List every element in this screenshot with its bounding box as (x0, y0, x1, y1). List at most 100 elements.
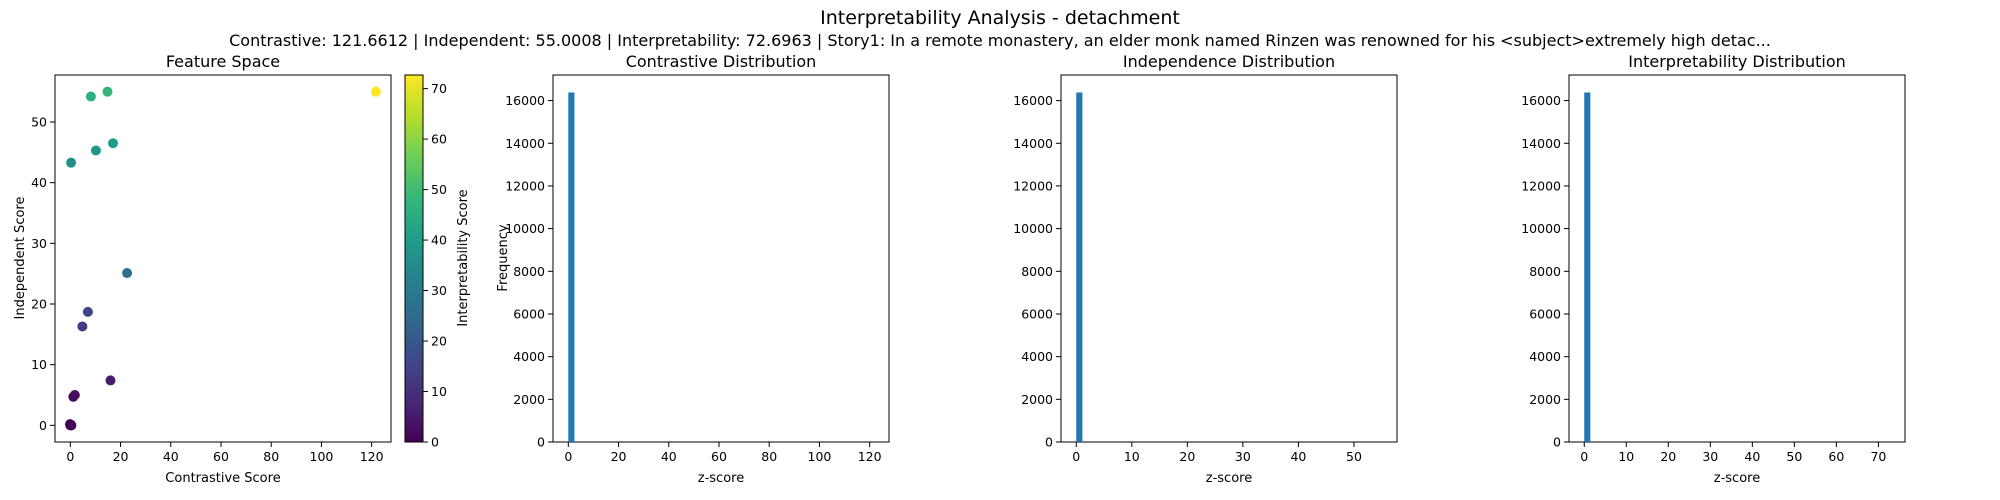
x-tick-label: 0 (66, 449, 74, 464)
x-tick-label: 20 (1179, 449, 1195, 464)
y-tick-label: 0 (1553, 435, 1561, 450)
x-tick-label: 60 (711, 449, 727, 464)
y-tick-label: 10000 (505, 221, 545, 236)
y-tick-label: 2000 (1021, 392, 1053, 407)
feature-space-y-ticks: 0 10 20 30 40 50 (31, 115, 55, 433)
y-tick-label: 6000 (513, 306, 545, 321)
y-tick-label: 16000 (505, 93, 545, 108)
colorbar-tick-label: 50 (431, 182, 447, 197)
y-tick-label: 4000 (1529, 349, 1561, 364)
y-tick-label: 40 (31, 175, 47, 190)
scatter-point (66, 157, 77, 168)
x-tick-label: 40 (1290, 449, 1306, 464)
y-tick-label: 16000 (1013, 93, 1053, 108)
y-tick-label: 16000 (1521, 93, 1561, 108)
x-tick-label: 20 (611, 449, 627, 464)
y-tick-label: 2000 (513, 392, 545, 407)
colorbar-tick-label: 30 (431, 283, 447, 298)
x-tick-label: 80 (263, 449, 279, 464)
x-tick-label: 40 (163, 449, 179, 464)
scatter-point (68, 391, 79, 402)
histogram-bar (568, 92, 575, 442)
y-tick-label: 0 (39, 418, 47, 433)
interpretability-axes-frame (1568, 74, 1906, 443)
x-tick-label: 50 (1786, 449, 1802, 464)
y-tick-label: 12000 (505, 178, 545, 193)
feature-space-x-ticks: 0 20 40 60 80 100 120 (66, 442, 384, 464)
y-tick-label: 8000 (1021, 264, 1053, 279)
y-tick-label: 6000 (1529, 306, 1561, 321)
feature-space-xlabel: Contrastive Score (165, 471, 280, 486)
x-tick-label: 70 (1870, 449, 1886, 464)
independence-xlabel: z-score (1206, 471, 1252, 486)
figure-subtitle: Contrastive: 121.6612 | Independent: 55.… (229, 31, 1771, 50)
interpretability-histogram-bars (1584, 92, 1591, 442)
scatter-point (85, 91, 96, 102)
contrastive-xlabel: z-score (698, 471, 744, 486)
scatter-point (122, 268, 133, 279)
independence-distribution-title: Independence Distribution (1123, 52, 1335, 71)
y-tick-label: 14000 (1521, 136, 1561, 151)
y-tick-label: 8000 (1529, 264, 1561, 279)
colorbar-label: Interpretability Score (456, 189, 471, 326)
x-tick-label: 0 (1580, 449, 1588, 464)
y-tick-label: 0 (1045, 435, 1053, 450)
y-tick-label: 4000 (513, 349, 545, 364)
y-tick-label: 12000 (1013, 178, 1053, 193)
colorbar-tick-label: 20 (431, 334, 447, 349)
x-tick-label: 60 (213, 449, 229, 464)
y-tick-label: 10000 (1013, 221, 1053, 236)
histogram-bar (1584, 92, 1591, 442)
y-tick-label: 20 (31, 296, 47, 311)
independence-distribution-panel: Independence Distribution 0 10 20 30 40 50 0 2… (1013, 52, 1398, 486)
contrastive-distribution-panel: Contrastive Distribution 0 20 40 60 80 100 120… (496, 52, 890, 486)
y-tick-label: 14000 (1013, 136, 1053, 151)
x-tick-label: 20 (1660, 449, 1676, 464)
y-tick-label: 30 (31, 236, 47, 251)
y-tick-label: 4000 (1021, 349, 1053, 364)
feature-space-title: Feature Space (166, 52, 280, 71)
x-tick-label: 0 (564, 449, 572, 464)
y-tick-label: 8000 (513, 264, 545, 279)
contrastive-ylabel: Frequency (496, 224, 511, 291)
y-tick-label: 10000 (1521, 221, 1561, 236)
x-tick-label: 60 (1828, 449, 1844, 464)
independence-x-ticks: 0 10 20 30 40 50 (1072, 442, 1362, 464)
histogram-bar (1076, 92, 1083, 442)
feature-space-points (65, 86, 381, 431)
x-tick-label: 30 (1235, 449, 1251, 464)
contrastive-axes-frame (552, 74, 890, 443)
x-tick-label: 50 (1346, 449, 1362, 464)
feature-space-axes-frame (54, 74, 392, 443)
colorbar-ticks: 0 10 20 30 40 50 60 70 (423, 81, 447, 450)
y-tick-label: 0 (537, 435, 545, 450)
x-tick-label: 120 (360, 449, 384, 464)
contrastive-histogram-bars (568, 92, 575, 442)
x-tick-label: 30 (1702, 449, 1718, 464)
x-tick-label: 20 (113, 449, 129, 464)
contrastive-x-ticks: 0 20 40 60 80 100 120 (564, 442, 882, 464)
independence-axes-frame (1060, 74, 1398, 443)
interpretability-distribution-panel: Interpretability Distribution 0 10 20 30 40 5… (1521, 52, 1906, 486)
x-tick-label: 80 (761, 449, 777, 464)
scatter-point (102, 86, 113, 97)
colorbar-tick-label: 70 (431, 81, 447, 96)
colorbar-gradient (404, 74, 424, 443)
x-tick-label: 100 (310, 449, 334, 464)
colorbar-tick-label: 10 (431, 384, 447, 399)
colorbar: 0 10 20 30 40 50 60 70 Interpretability Score (404, 74, 471, 450)
scatter-point (105, 375, 116, 386)
independence-histogram-bars (1076, 92, 1083, 442)
contrastive-y-ticks: 0 2000 4000 6000 8000 10000 12000 14000 16000 (505, 93, 553, 450)
y-tick-label: 50 (31, 115, 47, 130)
scatter-point (65, 420, 76, 431)
x-tick-label: 40 (1744, 449, 1760, 464)
colorbar-tick-label: 40 (431, 233, 447, 248)
figure-title: Interpretability Analysis - detachment (820, 7, 1180, 29)
x-tick-label: 100 (808, 449, 832, 464)
feature-space-ylabel: Independent Score (13, 197, 28, 320)
x-tick-label: 10 (1124, 449, 1140, 464)
colorbar-tick-label: 60 (431, 132, 447, 147)
y-tick-label: 2000 (1529, 392, 1561, 407)
interpretability-xlabel: z-score (1714, 471, 1760, 486)
